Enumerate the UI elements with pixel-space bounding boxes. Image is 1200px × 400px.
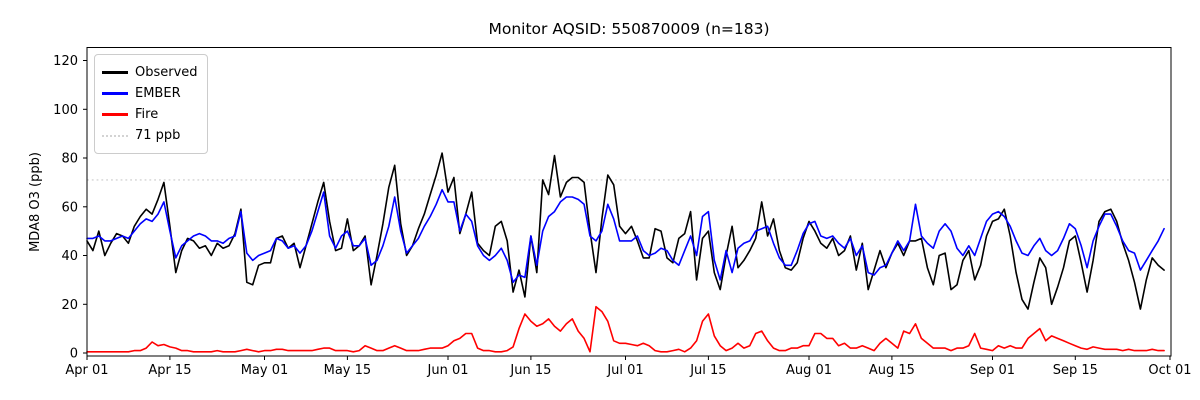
series-ember (86, 188, 1165, 284)
x-tick-label: Jul 15 (689, 363, 726, 378)
ember-line-swatch (102, 92, 128, 95)
y-tick-label: 0 (70, 347, 78, 362)
legend-label: EMBER (135, 86, 181, 101)
legend: Observed EMBER Fire 71 ppb (94, 54, 208, 154)
x-tick-label: Jun 01 (427, 363, 469, 378)
x-tick-label: Sep 15 (1053, 363, 1098, 378)
legend-item-observed: Observed (102, 62, 198, 83)
legend-item-threshold: 71 ppb (102, 125, 197, 146)
x-tick-label: May 01 (241, 363, 289, 378)
y-tick-label: 80 (61, 152, 78, 167)
series-fire (86, 305, 1165, 353)
legend-item-fire: Fire (102, 104, 197, 125)
x-tick-label: Apr 01 (65, 363, 108, 378)
y-tick-label: 40 (61, 249, 78, 264)
y-tick-label: 120 (53, 54, 78, 69)
x-tick-label: Jun 15 (509, 363, 551, 378)
observed-line-swatch (102, 71, 128, 74)
x-tick-label: Oct 01 (1148, 363, 1191, 378)
y-tick-label: 20 (61, 298, 78, 313)
legend-item-ember: EMBER (102, 83, 197, 104)
x-tick-label: Sep 01 (970, 363, 1015, 378)
y-tick-label: 100 (53, 103, 78, 118)
chart-title: Monitor AQSID: 550870009 (n=183) (488, 20, 770, 38)
x-tick-label: Aug 15 (869, 363, 915, 378)
threshold-line-swatch (102, 134, 128, 137)
x-tick-label: May 15 (324, 363, 372, 378)
x-tick-label: Jul 01 (606, 363, 643, 378)
x-tick-label: Aug 01 (786, 363, 832, 378)
fire-line-swatch (102, 113, 128, 116)
x-tick-label: Apr 15 (148, 363, 191, 378)
axes-frame (86, 47, 1172, 357)
y-tick-label: 60 (61, 200, 78, 215)
series-observed (86, 152, 1165, 310)
legend-label: 71 ppb (135, 128, 181, 143)
legend-label: Fire (135, 107, 159, 122)
legend-label: Observed (135, 65, 198, 80)
